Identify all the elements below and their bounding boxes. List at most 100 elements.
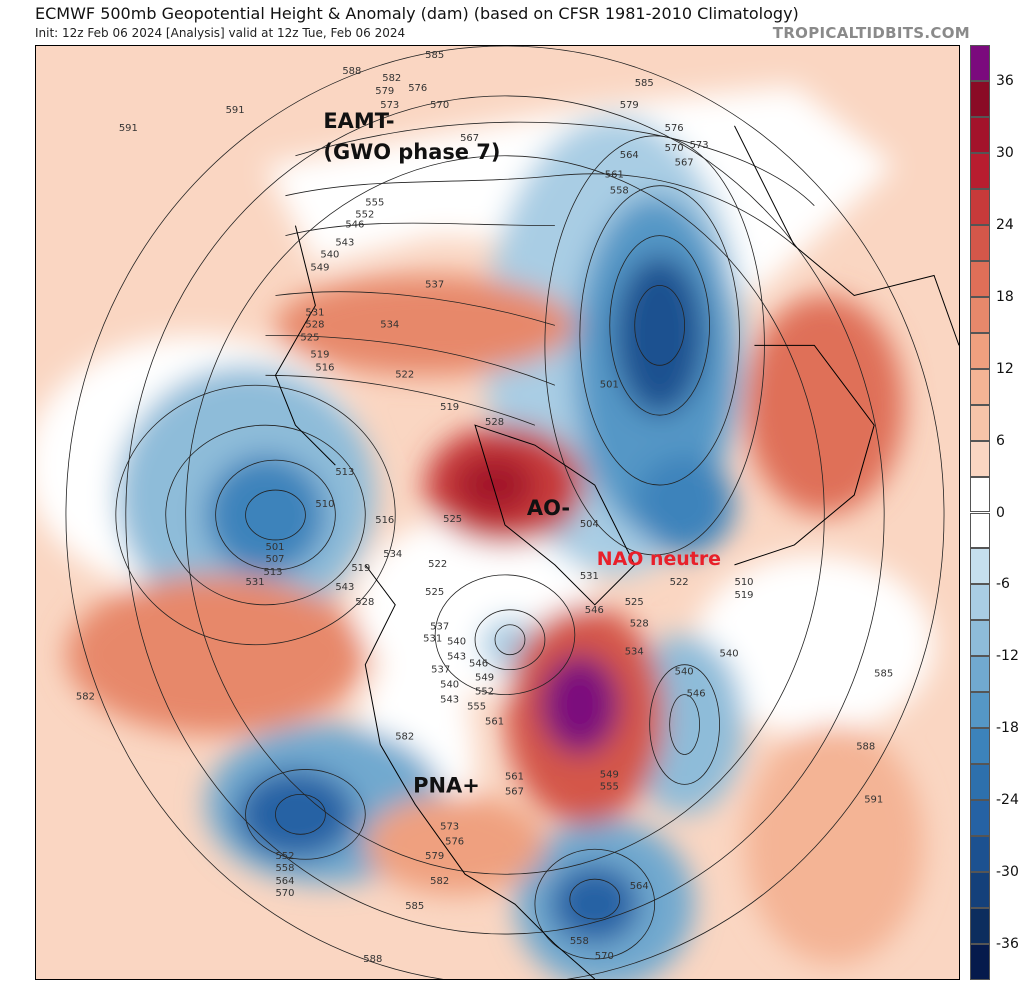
contour-label: 537 [430, 622, 449, 633]
coastlines [274, 125, 959, 979]
contour-label: 570 [275, 888, 294, 899]
contour-label: 501 [266, 542, 285, 553]
chart-title: ECMWF 500mb Geopotential Height & Anomal… [35, 4, 799, 23]
contour-label: 540 [447, 637, 466, 648]
contour-label: 546 [469, 659, 488, 670]
contour-label: 534 [625, 647, 644, 658]
contour-label: 573 [440, 821, 459, 832]
colorbar-band [970, 224, 990, 261]
contour-label: 549 [600, 769, 619, 780]
contour-label: 537 [431, 665, 450, 676]
colorbar-tick-label: -18 [996, 720, 1019, 737]
contour-label: 510 [315, 499, 334, 510]
colorbar-band [970, 620, 990, 657]
colorbar-band [970, 152, 990, 189]
contour-label: 555 [600, 781, 619, 792]
annotation-gwo: (GWO phase 7) [323, 140, 500, 164]
colorbar-tick-label: 12 [996, 360, 1014, 377]
contour-label: 543 [440, 695, 459, 706]
colorbar-tick-label: -24 [996, 792, 1019, 809]
contour-label: 528 [305, 319, 324, 330]
contour-label: 582 [395, 732, 414, 743]
contour-label: 588 [363, 954, 382, 965]
contour-label: 507 [266, 554, 285, 565]
contour-label: 534 [380, 319, 399, 330]
colorbar-band [970, 332, 990, 369]
contour-label: 525 [625, 597, 644, 608]
colorbar-tick-label: -36 [996, 936, 1019, 953]
contour-label: 567 [675, 158, 694, 169]
colorbar-band [970, 764, 990, 801]
contour-label: 564 [620, 150, 639, 161]
contour-label: 570 [665, 143, 684, 154]
colorbar-band [970, 404, 990, 441]
colorbar-band [970, 692, 990, 729]
contour-label: 513 [335, 467, 354, 478]
colorbar-band [970, 45, 990, 81]
colorbar-band [970, 800, 990, 837]
contour-label: 549 [310, 263, 329, 274]
contour-label: 522 [670, 577, 689, 588]
contour-label: 546 [585, 605, 604, 616]
colorbar-tick-label: 36 [996, 72, 1014, 89]
colorbar-tick-label: 24 [996, 216, 1014, 233]
colorbar-tick-label: -12 [996, 648, 1019, 665]
contour-label: 591 [226, 105, 245, 116]
contour-label: 528 [355, 597, 374, 608]
contour-label: 561 [485, 717, 504, 728]
contour-label: 501 [600, 379, 619, 390]
contour-label: 531 [423, 634, 442, 645]
contour-label: 564 [630, 881, 649, 892]
contour-label: 570 [595, 951, 614, 962]
colorbar-band [970, 908, 990, 945]
contour-label: 576 [408, 83, 427, 94]
contour-label: 576 [445, 836, 464, 847]
contour-label: 543 [335, 582, 354, 593]
contour-label: 564 [275, 876, 294, 887]
contour-label: 567 [460, 133, 479, 144]
colorbar-band [970, 188, 990, 225]
contour-label: 528 [630, 619, 649, 630]
contour-label: 585 [874, 669, 893, 680]
contour-label: 540 [675, 667, 694, 678]
contour-label: 576 [665, 123, 684, 134]
contour-label: 525 [425, 587, 444, 598]
colorbar-band [970, 836, 990, 873]
contour-label: 561 [505, 771, 524, 782]
colorbar-band [970, 80, 990, 117]
colorbar-band [970, 584, 990, 621]
contour-label: 579 [375, 86, 394, 97]
contour-label: 585 [405, 901, 424, 912]
init-valid-time: Init: 12z Feb 06 2024 [Analysis] valid a… [35, 26, 406, 40]
contour-label: 588 [342, 66, 361, 77]
contour-label: 585 [425, 50, 444, 61]
colorbar-band [970, 260, 990, 297]
contour-label: 531 [580, 571, 599, 582]
colorbar-band [970, 116, 990, 153]
contour-label: 519 [440, 402, 459, 413]
contour-label: 516 [315, 362, 334, 373]
contour-label: 591 [119, 123, 138, 134]
colorbar-band [970, 656, 990, 693]
contour-label: 522 [395, 369, 414, 380]
contour-label: 579 [425, 851, 444, 862]
contour-label: 588 [856, 741, 875, 752]
colorbar-band [970, 512, 990, 549]
colorbar-band [970, 872, 990, 909]
contour-label: 531 [305, 307, 324, 318]
contour-label: 525 [443, 514, 462, 525]
contour-label: 543 [335, 238, 354, 249]
contour-label: 546 [345, 220, 364, 231]
contour-label: 582 [430, 876, 449, 887]
colorbar-band [970, 368, 990, 405]
contour-label: 516 [375, 515, 394, 526]
contour-label: 531 [246, 577, 265, 588]
contour-label: 540 [320, 250, 339, 261]
annotation-ao: AO- [527, 496, 570, 520]
contour-label: 528 [485, 417, 504, 428]
contour-label: 558 [275, 863, 294, 874]
colorbar-band [970, 728, 990, 765]
annotation-eamt: EAMT- [323, 109, 394, 133]
contour-label: 510 [734, 577, 753, 588]
